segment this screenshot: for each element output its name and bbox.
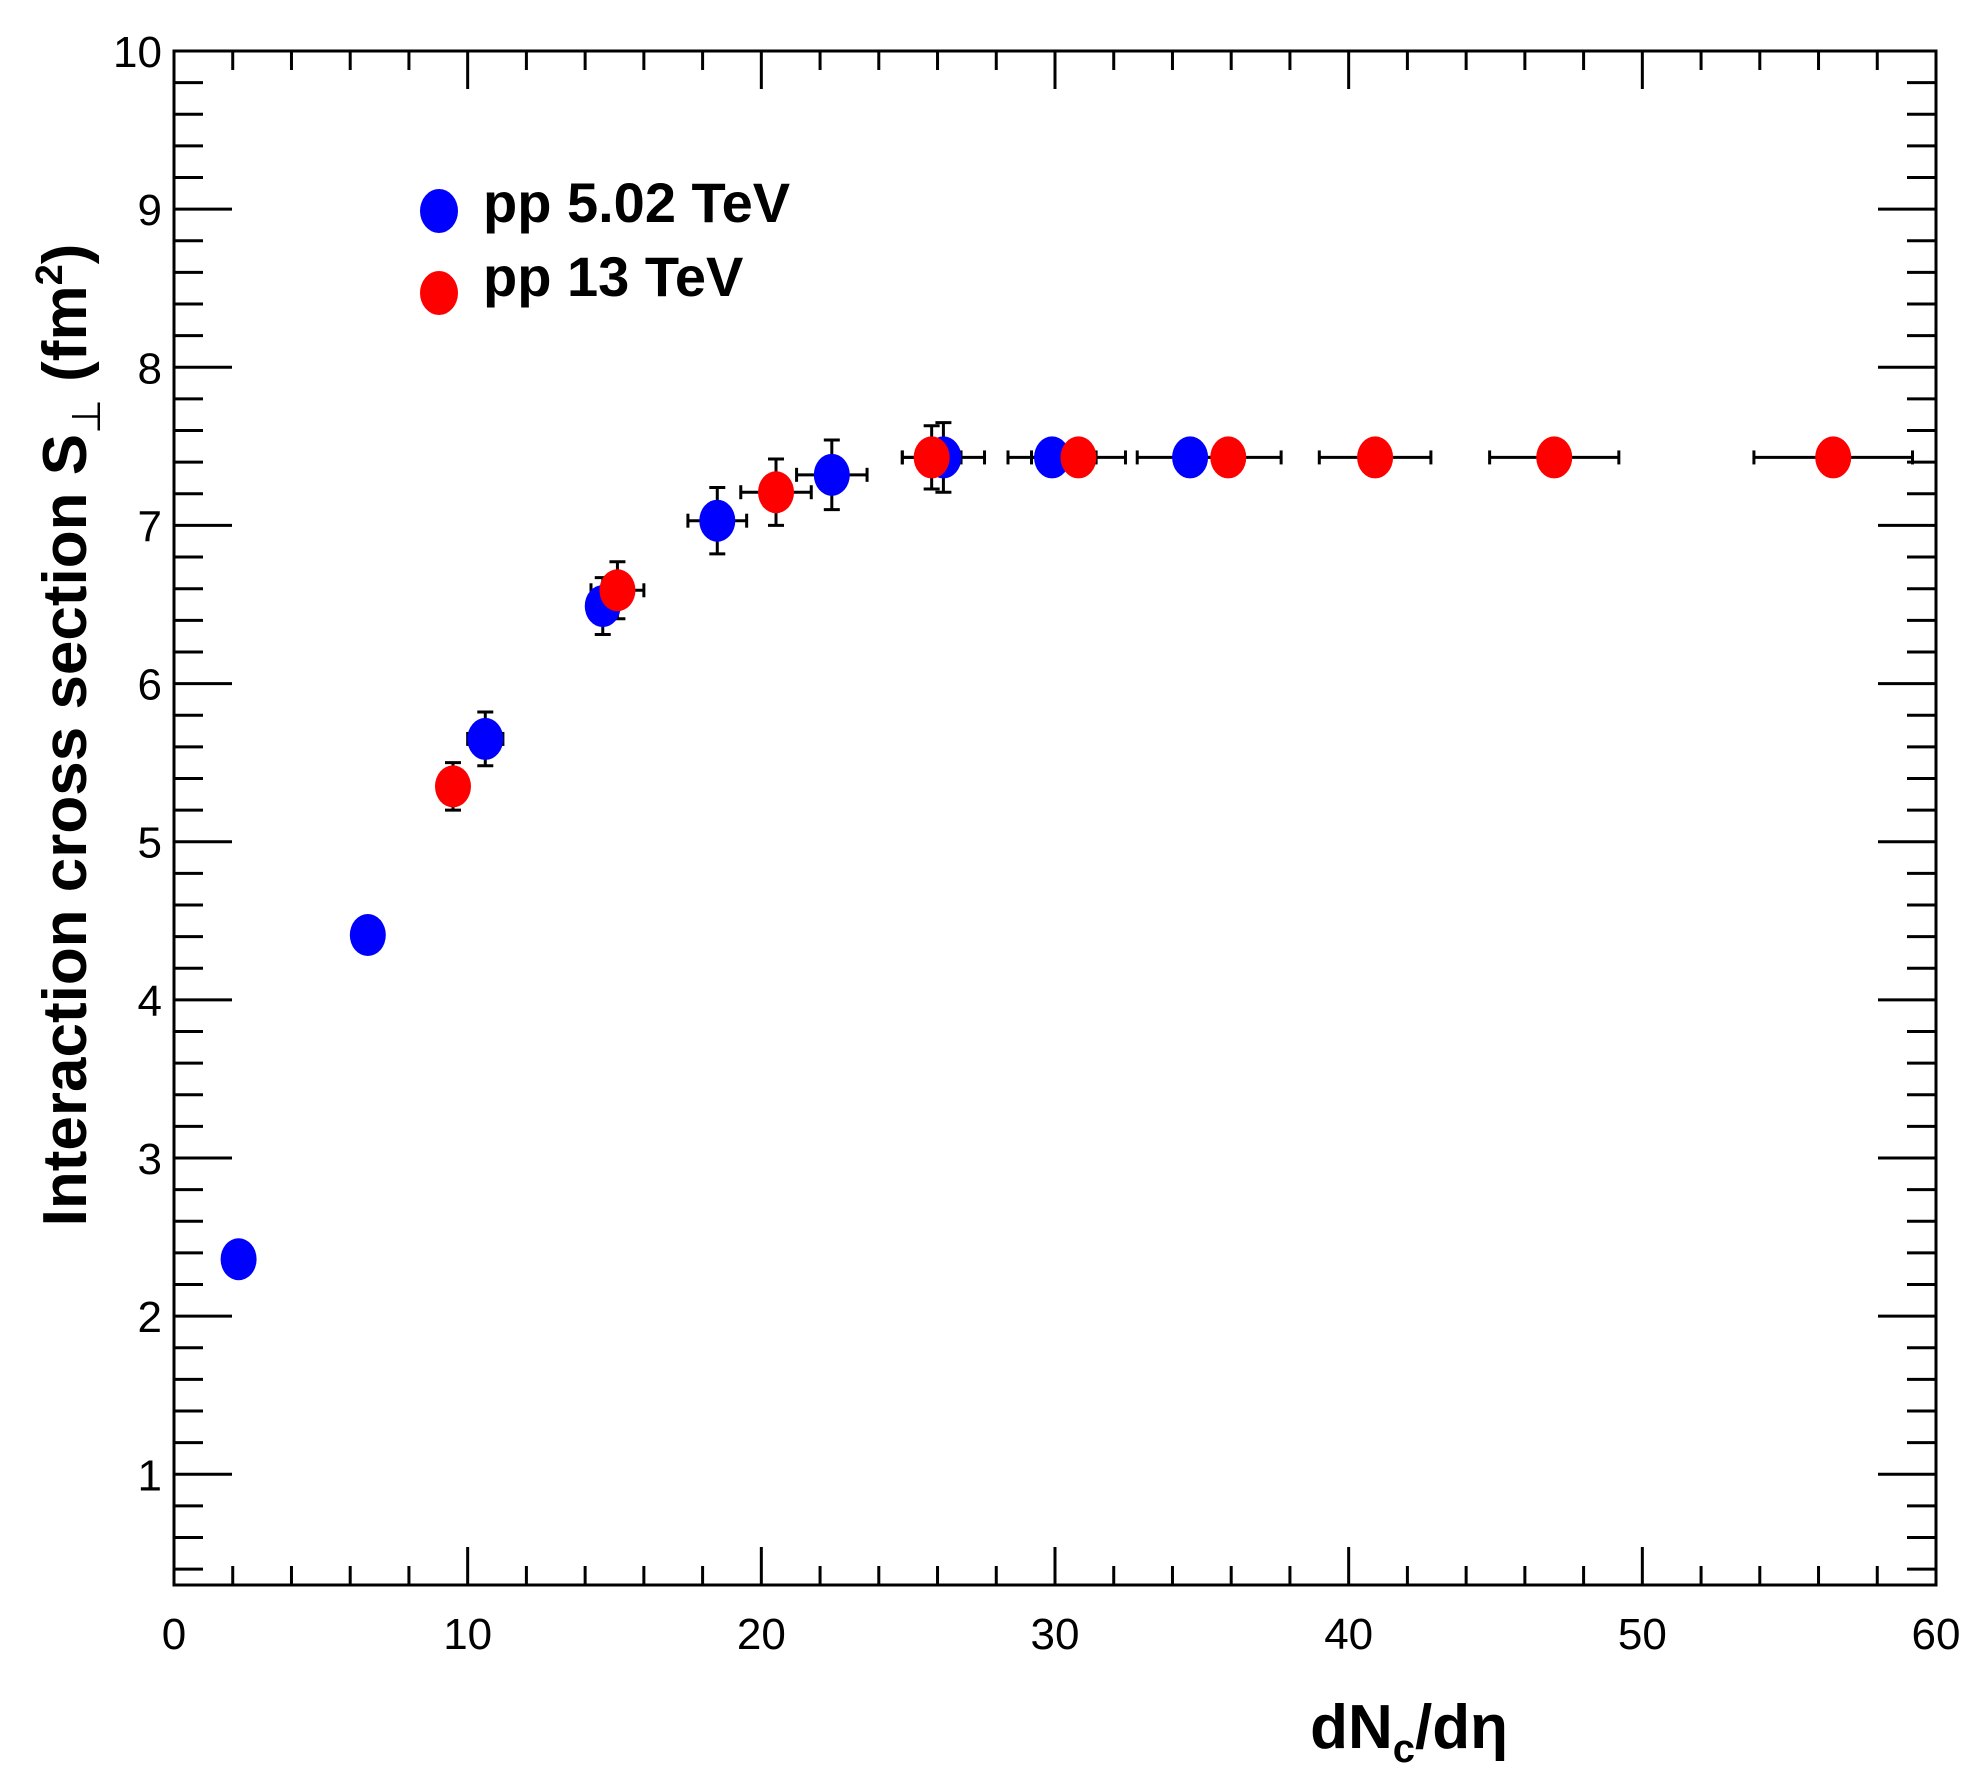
y-tick-label: 4: [138, 977, 162, 1026]
markers-layer: [220, 436, 1852, 1281]
x-tick-label: 20: [737, 1610, 786, 1659]
legend: pp 5.02 TeV pp 13 TeV: [420, 171, 790, 315]
data-point-pp-13: [599, 569, 636, 612]
y-axis-title: Interaction cross section S⊥ (fm2): [29, 244, 109, 1227]
data-point-pp-5-02: [699, 499, 736, 542]
x-tick-label: 60: [1912, 1610, 1961, 1659]
data-point-pp-5-02: [1034, 436, 1071, 479]
y-tick-label: 8: [138, 344, 162, 393]
y-tick-label: 3: [138, 1135, 162, 1184]
data-point-pp-13: [1060, 436, 1097, 479]
y-axis-title-sub: ⊥: [65, 399, 109, 434]
y-tick-label: 10: [113, 28, 162, 77]
data-point-pp-13: [1815, 436, 1852, 479]
error-bars-layer: [444, 421, 1915, 812]
data-point-pp-13: [1536, 436, 1573, 479]
data-point-pp-13: [1357, 436, 1394, 479]
legend-marker-pp-13: [420, 271, 458, 315]
legend-label-pp-5-02: pp 5.02 TeV: [483, 171, 790, 234]
y-tick-label: 6: [138, 661, 162, 710]
data-point-pp-13: [758, 471, 795, 514]
data-point-pp-5-02: [813, 453, 850, 496]
y-axis-title-close: ): [31, 244, 100, 265]
y-axis-title-sup: 2: [29, 264, 71, 285]
plot-frame: [172, 49, 1938, 1587]
x-axis-title-sub: c: [1393, 1727, 1415, 1771]
y-tick-label: 5: [138, 819, 162, 868]
axes-layer: 0 10 20 30 40 50 60 1 2 3 4 5 6 7 8 9 10: [113, 28, 1960, 1659]
x-tick-label: 10: [443, 1610, 492, 1659]
y-axis-title-main: Interaction cross section S: [31, 434, 100, 1226]
data-point-pp-5-02: [220, 1238, 257, 1281]
data-point-pp-5-02: [1172, 436, 1209, 479]
x-tick-label: 40: [1324, 1610, 1373, 1659]
data-point-pp-5-02: [467, 717, 504, 760]
y-tick-label: 2: [138, 1293, 162, 1342]
x-tick-label: 50: [1618, 1610, 1667, 1659]
legend-label-pp-13: pp 13 TeV: [483, 245, 743, 308]
data-point-pp-13: [434, 765, 471, 808]
data-point-pp-13: [913, 436, 950, 479]
x-tick-label: 30: [1031, 1610, 1080, 1659]
y-tick-label: 7: [138, 502, 162, 551]
x-tick-label: 0: [162, 1610, 186, 1659]
y-axis-title-unit: (fm: [31, 285, 100, 399]
data-point-pp-5-02: [349, 914, 386, 957]
x-axis-title-rest: /dη: [1415, 1693, 1508, 1762]
y-tick-label: 1: [138, 1451, 162, 1500]
x-axis-title: dNc/dη: [1310, 1693, 1508, 1771]
x-axis-title-main: dN: [1310, 1693, 1393, 1762]
data-point-pp-13: [1210, 436, 1247, 479]
legend-marker-pp-5-02: [420, 189, 458, 233]
y-tick-label: 9: [138, 186, 162, 235]
